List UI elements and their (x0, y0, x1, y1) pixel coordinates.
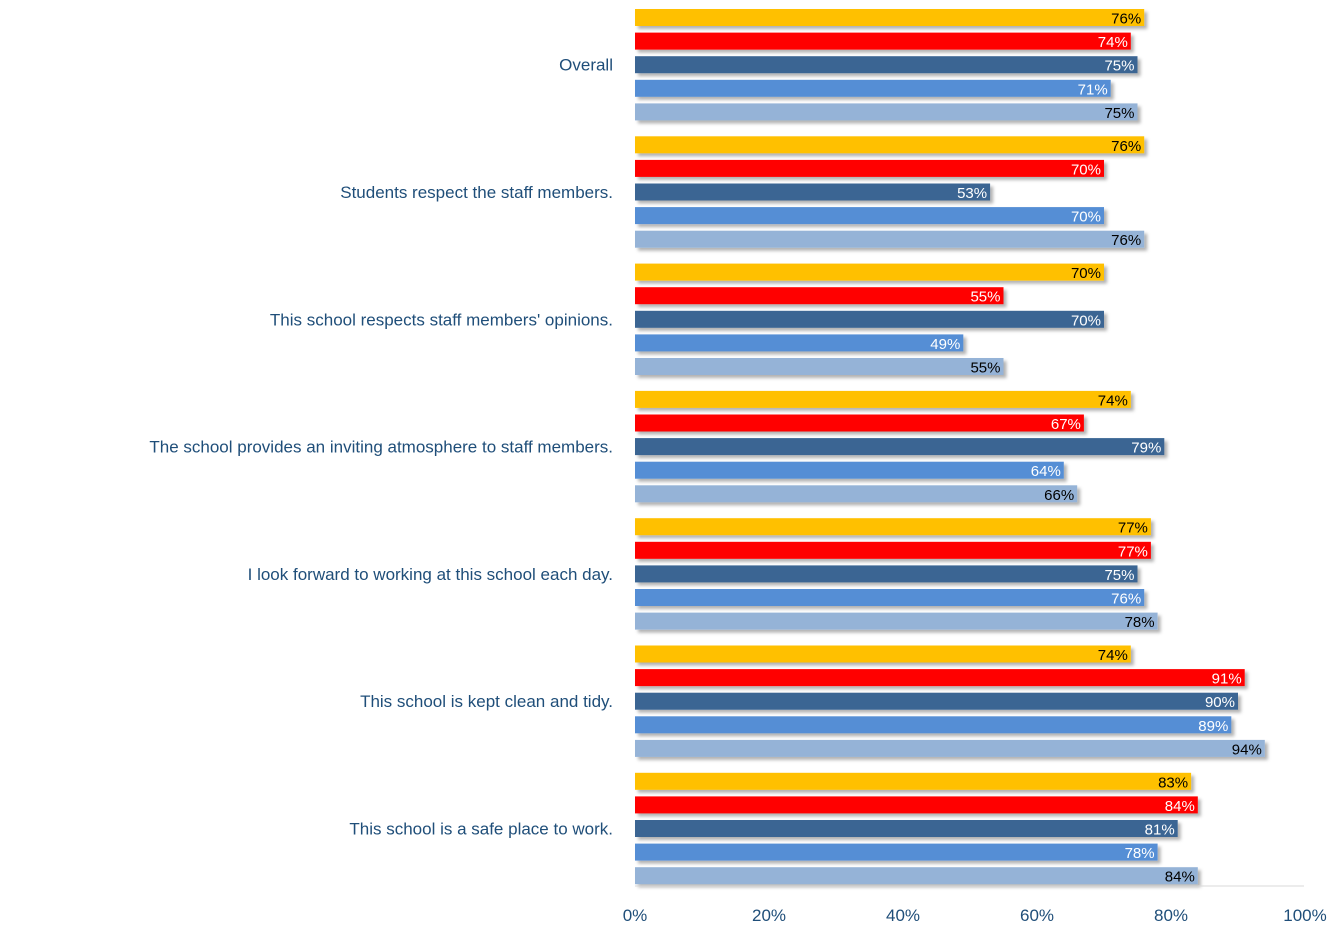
bar-value-label: 84% (1165, 869, 1195, 886)
bar (635, 796, 1198, 814)
category-label: I look forward to working at this school… (248, 565, 613, 584)
bar-value-label: 78% (1125, 845, 1155, 862)
bar (635, 589, 1145, 606)
bar-value-label: 90% (1205, 694, 1235, 711)
bar-value-label: 49% (930, 336, 960, 353)
category-label: This school respects staff members' opin… (270, 310, 613, 329)
bar-value-label: 70% (1071, 312, 1101, 329)
bar-value-label: 77% (1118, 543, 1148, 560)
bar-value-label: 78% (1125, 614, 1155, 631)
bar-value-label: 70% (1071, 161, 1101, 178)
category-label: The school provides an inviting atmosphe… (149, 438, 613, 457)
x-tick-label: 0% (623, 906, 648, 925)
bar (635, 820, 1178, 837)
bar-value-label: 76% (1111, 232, 1141, 249)
bar (635, 739, 1265, 757)
bar (635, 159, 1104, 177)
bar (635, 32, 1131, 50)
bar-value-label: 75% (1104, 105, 1134, 122)
bar (635, 103, 1138, 121)
bar-value-label: 74% (1098, 392, 1128, 409)
bar (635, 79, 1111, 97)
bar-value-label: 55% (970, 289, 1000, 306)
x-tick-label: 100% (1283, 906, 1326, 925)
bar (635, 207, 1104, 225)
bar (635, 772, 1192, 790)
bar (635, 9, 1145, 26)
bar-value-label: 91% (1212, 671, 1242, 688)
x-tick-label: 40% (886, 906, 920, 925)
bar (635, 414, 1084, 432)
bar (635, 485, 1078, 503)
bar (635, 56, 1138, 74)
category-label: Overall (559, 56, 613, 75)
bar-value-label: 94% (1232, 741, 1262, 758)
bar-value-label: 76% (1111, 591, 1141, 608)
bar-value-label: 64% (1031, 463, 1061, 480)
bar-value-label: 70% (1071, 209, 1101, 226)
bar-value-label: 81% (1145, 822, 1175, 839)
bar (635, 645, 1131, 663)
bar (635, 843, 1158, 861)
bar (635, 358, 1004, 375)
bar-value-label: 76% (1111, 11, 1141, 28)
bar (635, 716, 1232, 734)
bar-value-label: 77% (1118, 520, 1148, 537)
bar (635, 692, 1238, 710)
bar (635, 263, 1104, 281)
bar-value-label: 70% (1071, 265, 1101, 282)
x-tick-labels: 0% 20% 40% 60% 80% 100% (623, 906, 1327, 925)
bar (635, 867, 1198, 885)
x-tick-label: 20% (752, 906, 786, 925)
bar (635, 565, 1138, 583)
category-label: Students respect the staff members. (340, 183, 613, 202)
bar-value-label: 89% (1198, 718, 1228, 735)
bar (635, 669, 1245, 687)
bar (635, 518, 1151, 536)
category-labels: Overall Students respect the staff member… (149, 56, 613, 839)
bar (635, 136, 1145, 154)
bar-labels: 76% 74% 75% 71% 75% 76% 70% 53% 70% 76% 70% 55% 70% 4… (930, 11, 1262, 886)
bar-value-label: 71% (1078, 81, 1108, 98)
bar (635, 612, 1158, 630)
category-label: This school is a safe place to work. (349, 820, 613, 839)
bar-value-label: 79% (1131, 440, 1161, 457)
bar-value-label: 76% (1111, 138, 1141, 155)
bar-value-label: 84% (1165, 798, 1195, 815)
bar-value-label: 74% (1098, 34, 1128, 51)
bar-value-label: 75% (1104, 58, 1134, 75)
bar-value-label: 66% (1044, 487, 1074, 504)
x-tick-label: 60% (1020, 906, 1054, 925)
bar (635, 183, 991, 201)
bars (635, 9, 1265, 885)
bar (635, 541, 1151, 559)
bar (635, 230, 1145, 248)
bar (635, 334, 964, 352)
category-label: This school is kept clean and tidy. (360, 692, 613, 711)
bar (635, 438, 1165, 456)
bar (635, 461, 1064, 479)
bar (635, 390, 1131, 408)
bar-value-label: 53% (957, 185, 987, 202)
bar (635, 287, 1004, 305)
bar-value-label: 55% (970, 360, 1000, 377)
bar-value-label: 74% (1098, 647, 1128, 664)
bar-value-label: 83% (1158, 774, 1188, 791)
bar-value-label: 75% (1104, 567, 1134, 584)
bar-value-label: 67% (1051, 416, 1081, 433)
bar (635, 310, 1104, 328)
x-tick-label: 80% (1154, 906, 1188, 925)
